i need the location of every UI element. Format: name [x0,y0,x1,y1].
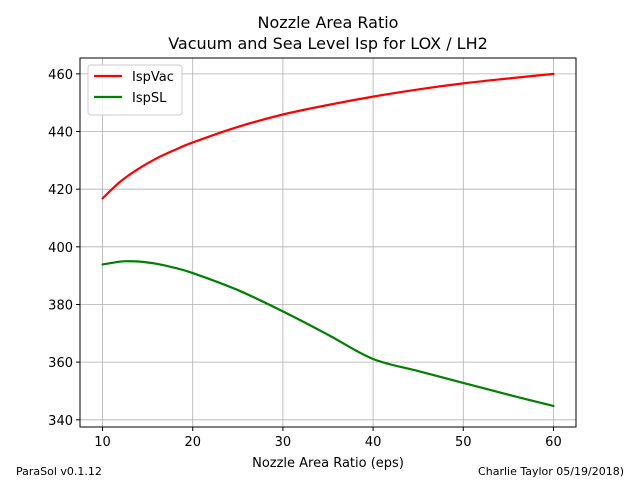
legend-label-ispvac: IspVac [132,70,174,85]
footer-author: Charlie Taylor 05/19/2018) [478,465,624,478]
grid [80,58,576,427]
y-tick-label: 460 [48,68,73,83]
y-tick-label: 440 [48,126,73,141]
y-tick-label: 400 [48,241,73,256]
series-layer [101,72,555,408]
tick-layer: 10 20 30 40 50 60 340 360 380 400 420 440 460 [48,68,562,450]
plot-frame [79,57,577,428]
y-tick-label: 360 [48,356,73,371]
y-tick-label: 340 [48,414,73,429]
y-tick-label: 380 [48,298,73,313]
y-tick-label: 420 [48,183,73,198]
series-line-ispsl [101,260,555,408]
x-axis-label: Nozzle Area Ratio (eps) [252,456,404,471]
x-tick-label: 50 [455,435,472,450]
chart-title: Nozzle Area Ratio [258,13,399,32]
legend: IspVac IspSL [87,64,183,116]
x-tick-label: 60 [545,435,562,450]
chart-subtitle: Vacuum and Sea Level Isp for LOX / LH2 [168,34,488,53]
series-line-ispvac [101,72,555,200]
x-tick-label: 30 [275,435,292,450]
x-tick-label: 10 [94,435,111,450]
x-tick-label: 40 [365,435,382,450]
footer-version: ParaSol v0.1.12 [16,465,102,478]
legend-label-ispsl: IspSL [132,91,167,106]
legend-box [87,64,183,116]
x-tick-label: 20 [184,435,201,450]
